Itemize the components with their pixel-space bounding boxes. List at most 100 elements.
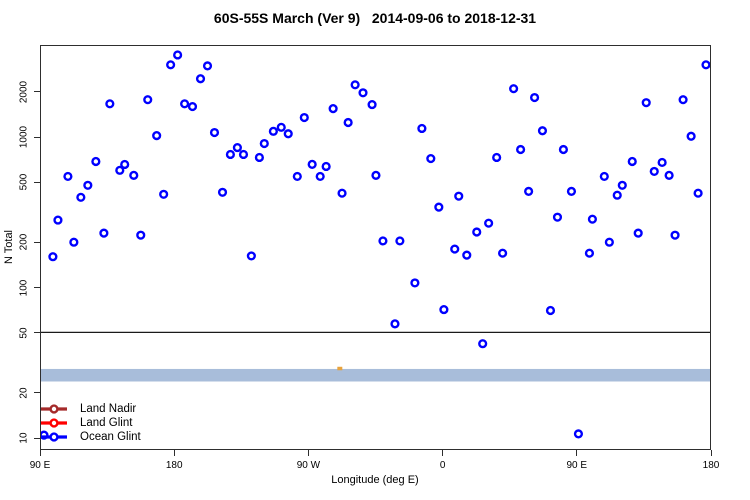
ocean-glint-point — [136, 230, 146, 240]
legend-label: Ocean Glint — [80, 430, 141, 443]
legend-marker-icon — [41, 404, 67, 414]
ocean-glint-point — [195, 74, 206, 84]
ocean-glint-point — [484, 218, 494, 228]
ocean-glint-point — [173, 50, 183, 60]
ocean-glint-point — [664, 170, 674, 180]
ocean-glint-point — [604, 237, 614, 247]
y-axis-label: N Total — [3, 229, 15, 265]
x-tick-label: 180 — [702, 460, 720, 471]
x-tick-mark — [39, 450, 41, 456]
ocean-glint-point — [99, 228, 109, 238]
ocean-glint-point — [371, 170, 381, 180]
ocean-glint-point — [492, 152, 502, 163]
legend-label: Land Glint — [80, 416, 133, 429]
y-tick-mark — [34, 241, 40, 243]
x-tick-label: 90 E — [566, 460, 588, 471]
legend-marker-icon — [41, 418, 67, 428]
ocean-glint-point — [254, 152, 264, 163]
ocean-glint-point — [566, 186, 577, 196]
ocean-glint-point — [439, 305, 449, 315]
ocean-glint-point — [120, 159, 130, 170]
ocean-glint-point — [307, 159, 317, 169]
ocean-glint-point — [649, 166, 659, 176]
ocean-glint-point — [292, 171, 302, 182]
y-tick-label: 100 — [18, 279, 30, 296]
ocean-glint-point — [187, 101, 198, 112]
legend-item-land-glint: Land Glint — [41, 417, 132, 430]
reference-band — [41, 368, 710, 382]
ocean-glint-point — [584, 248, 595, 258]
y-tick-mark — [34, 437, 40, 439]
y-tick-mark — [34, 136, 40, 138]
ocean-glint-point — [633, 228, 643, 238]
ocean-glint-point — [498, 248, 508, 258]
ocean-glint-point — [573, 429, 584, 439]
x-tick-mark — [173, 450, 175, 456]
ocean-glint-point — [259, 138, 269, 149]
ocean-glint-point — [395, 236, 405, 246]
ocean-glint-point — [337, 188, 347, 198]
ocean-glint-point — [69, 237, 79, 247]
partial-hidden-point — [337, 366, 343, 371]
ocean-glint-point — [378, 236, 388, 246]
chart-title: 60S-55S March (Ver 9) 2014-09-06 to 2018… — [213, 10, 537, 26]
plot-area: Land Nadir Land Glint Ocean Glint — [40, 45, 711, 450]
ocean-glint-point — [238, 149, 249, 160]
ocean-glint-point — [129, 170, 139, 180]
ocean-glint-point — [343, 117, 353, 128]
y-tick-label: 2000 — [18, 80, 30, 103]
ocean-glint-point — [83, 180, 93, 190]
y-tick-mark — [34, 91, 40, 93]
scatter-svg — [41, 50, 710, 440]
ocean-glint-point — [48, 252, 58, 262]
ocean-glint-point — [641, 98, 651, 108]
ocean-glint-point — [524, 186, 534, 196]
ocean-glint-point — [232, 143, 242, 153]
ocean-glint-point — [180, 99, 190, 109]
ocean-glint-point — [410, 278, 420, 288]
ocean-glint-point — [143, 95, 153, 105]
ocean-glint-point — [217, 187, 228, 197]
x-axis-label: Longitude (deg E) — [331, 474, 419, 486]
ocean-glint-point — [617, 180, 627, 190]
ocean-glint-point — [701, 60, 710, 70]
y-tick-label: 50 — [18, 327, 30, 339]
ocean-glint-point — [693, 188, 703, 198]
ocean-glint-point — [358, 88, 368, 98]
y-tick-label: 1000 — [18, 125, 30, 149]
x-tick-mark — [442, 450, 444, 456]
y-tick-label: 10 — [18, 432, 30, 444]
ocean-glint-point — [53, 215, 63, 225]
ocean-glint-point — [478, 339, 488, 349]
y-tick-mark — [34, 332, 40, 334]
ocean-glint-point — [225, 149, 235, 160]
ocean-glint-point — [152, 131, 162, 141]
x-tick-label: 90 W — [296, 460, 321, 471]
ocean-glint-point — [63, 171, 73, 182]
y-tick-mark — [34, 392, 40, 394]
ocean-glint-point — [434, 202, 444, 212]
ocean-glint-point — [537, 126, 548, 136]
ocean-glint-point — [159, 189, 169, 199]
ocean-glint-point — [509, 84, 519, 94]
ocean-glint-point — [276, 122, 286, 132]
x-tick-mark — [576, 450, 578, 456]
ocean-glint-point — [529, 92, 540, 103]
ocean-glint-point — [246, 251, 256, 261]
ocean-glint-point — [454, 191, 464, 201]
ocean-glint-point — [472, 227, 482, 237]
ocean-glint-point — [612, 190, 622, 200]
x-tick-mark — [710, 450, 712, 456]
ocean-glint-point — [315, 171, 325, 182]
legend-label: Land Nadir — [80, 402, 137, 415]
ocean-glint-point — [321, 161, 331, 172]
legend-item-land-nadir: Land Nadir — [41, 403, 136, 416]
x-tick-label: 180 — [165, 460, 183, 471]
ocean-glint-point — [558, 144, 569, 155]
ocean-glint-point — [670, 230, 680, 240]
ocean-glint-point — [283, 129, 293, 139]
y-tick-label: 500 — [18, 173, 30, 191]
ocean-glint-point — [91, 156, 101, 167]
ocean-glint-point — [209, 127, 220, 138]
